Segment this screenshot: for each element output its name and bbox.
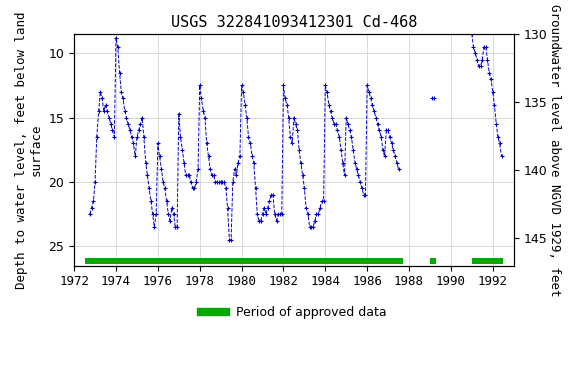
Y-axis label: Depth to water level, feet below land
surface: Depth to water level, feet below land su…	[15, 11, 43, 288]
Y-axis label: Groundwater level above NGVD 1929, feet: Groundwater level above NGVD 1929, feet	[548, 3, 561, 296]
Title: USGS 322841093412301 Cd-468: USGS 322841093412301 Cd-468	[170, 15, 417, 30]
Bar	[472, 258, 503, 264]
Legend: Period of approved data: Period of approved data	[196, 301, 392, 324]
Bar	[85, 258, 403, 264]
Bar	[430, 258, 436, 264]
